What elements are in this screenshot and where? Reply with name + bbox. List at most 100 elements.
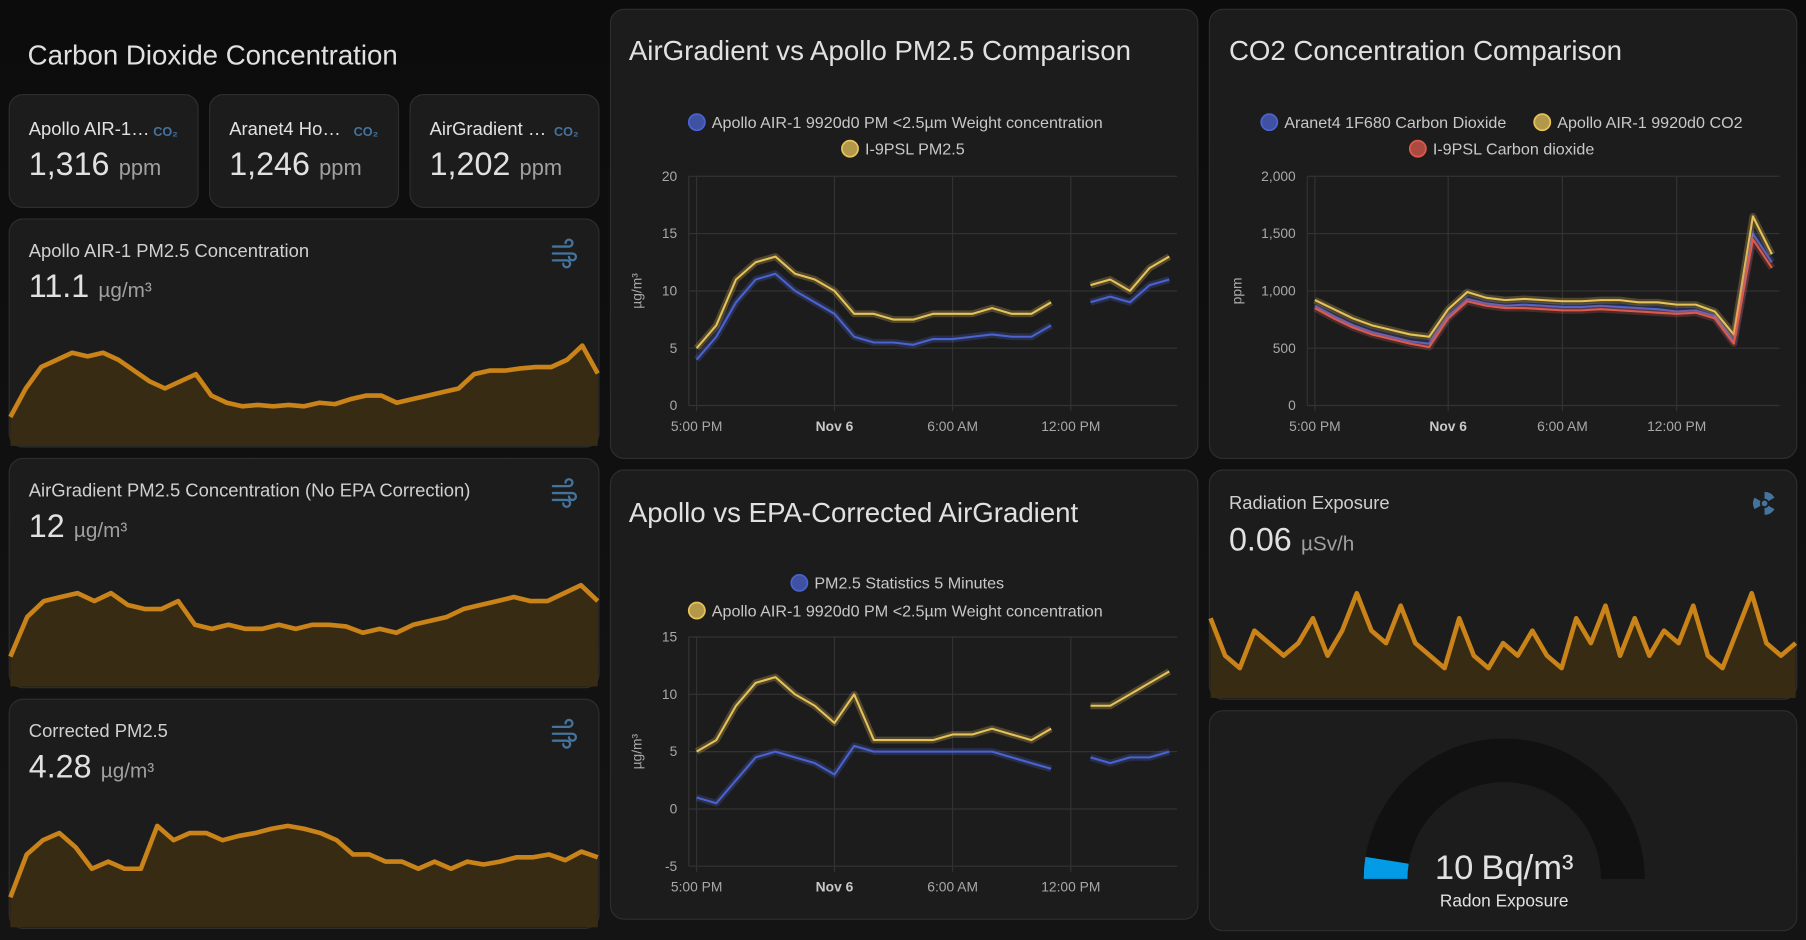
sparkline-line: [8, 582, 600, 658]
legend-label[interactable]: I-9PSL PM2.5: [865, 140, 965, 158]
y-axis-label: µg/m³: [629, 273, 645, 309]
series-line: [695, 255, 1170, 349]
state-unit: µg/m³: [74, 519, 127, 542]
y-tick-label: 0: [1288, 397, 1296, 413]
y-tick-label: 500: [1273, 340, 1296, 356]
y-tick-label: 0: [670, 397, 678, 413]
icon-stroke: [551, 252, 578, 262]
series-line: [1314, 232, 1773, 345]
gauge-value: [1363, 856, 1409, 879]
icon-wind: [551, 238, 578, 269]
icon-stroke: [551, 478, 574, 488]
state: 4.28 µg/m³: [29, 749, 154, 785]
state-unit: µg/m³: [101, 760, 154, 783]
legend-swatch[interactable]: [1260, 113, 1279, 132]
sparkline-line: [8, 823, 599, 899]
tile-name: Apollo AIR-1…: [29, 118, 150, 139]
x-tick-label: 12:00 PM: [1041, 879, 1100, 895]
y-tick-label: 10: [662, 686, 678, 702]
state-value: 1,316: [29, 146, 110, 182]
gauge-value-text: 10: [1435, 849, 1473, 887]
card[interactable]: [8, 93, 199, 208]
state-value: 1,246: [229, 146, 310, 182]
card[interactable]: [409, 93, 600, 208]
icon-part: [1764, 505, 1775, 515]
legend-swatch[interactable]: [1533, 113, 1552, 132]
icon-part: [1753, 497, 1761, 510]
tile-badge: CO₂: [554, 125, 579, 139]
legend-label[interactable]: Apollo AIR-1 9920d0 CO2: [1557, 114, 1742, 132]
sparkline-line: [1208, 590, 1798, 671]
y-tick-label: 20: [662, 168, 678, 184]
y-tick-label: 5: [670, 340, 678, 356]
icon-wind: [551, 478, 578, 508]
card[interactable]: [209, 93, 400, 208]
tile-badge: CO₂: [153, 125, 178, 139]
y-tick-label: 10: [662, 283, 678, 299]
sparkline-line: [8, 343, 600, 419]
icon-stroke: [551, 259, 572, 269]
legend-swatch[interactable]: [1408, 139, 1427, 158]
chart-title: CO2 Concentration Comparison: [1229, 35, 1622, 66]
card[interactable]: [1208, 710, 1798, 932]
legend-label[interactable]: Apollo AIR-1 9920d0 PM <2.5µm Weight con…: [712, 114, 1103, 132]
legend-swatch[interactable]: [687, 113, 706, 132]
y-tick-label: 1,000: [1261, 283, 1296, 299]
y-axis-label: ppm: [1229, 277, 1245, 304]
x-tick-label: 12:00 PM: [1647, 418, 1706, 434]
state-value: 1,202: [430, 146, 511, 182]
chart-title: AirGradient vs Apollo PM2.5 Comparison: [629, 35, 1131, 66]
state-unit: ppm: [520, 155, 563, 180]
legend-swatch[interactable]: [841, 139, 859, 158]
state-value: 0.06: [1229, 522, 1292, 558]
legend-swatch[interactable]: [687, 601, 706, 620]
state-value: 12: [29, 508, 65, 544]
icon-wind: [551, 718, 578, 749]
x-tick-label: 6:00 AM: [1537, 418, 1588, 434]
legend-swatch[interactable]: [790, 573, 809, 592]
y-tick-label: 5: [670, 743, 678, 759]
icon-part: [1764, 491, 1775, 502]
state-value: 11.1: [29, 268, 89, 304]
state: 0.06 µSv/h: [1229, 522, 1354, 558]
section-title: Carbon Dioxide Concentration: [28, 40, 398, 71]
gauge-unit: Bq/m³: [1481, 849, 1573, 887]
series-line: [1314, 215, 1773, 338]
gauge-label: Radon Exposure: [1440, 891, 1569, 911]
x-tick-label: Nov 6: [816, 879, 854, 895]
icon-stroke: [551, 739, 572, 749]
y-tick-label: -5: [665, 858, 678, 874]
card-title: Apollo AIR-1 PM2.5 Concentration: [29, 240, 309, 261]
series-line: [696, 670, 1170, 753]
state: 1,202 ppm: [430, 146, 562, 182]
chart-title: Apollo vs EPA-Corrected AirGradient: [629, 497, 1079, 528]
y-tick-label: 1,500: [1261, 225, 1296, 241]
legend-label[interactable]: I-9PSL Carbon dioxide: [1433, 140, 1595, 158]
series-line: [696, 744, 1170, 805]
icon-stroke: [551, 718, 574, 728]
x-tick-label: 12:00 PM: [1041, 418, 1100, 434]
icon-stroke: [551, 491, 578, 502]
x-tick-label: Nov 6: [1429, 418, 1467, 434]
state: 1,246 ppm: [229, 146, 361, 182]
x-tick-label: 6:00 AM: [927, 879, 978, 895]
gauge-state: 10 Bq/m³: [1435, 849, 1574, 887]
series-line: [1314, 238, 1773, 349]
legend-label[interactable]: Apollo AIR-1 9920d0 PM <2.5µm Weight con…: [712, 602, 1103, 620]
y-tick-label: 15: [662, 629, 678, 645]
y-tick-label: 0: [670, 801, 678, 817]
sparkline-fill: [10, 825, 598, 928]
icon-radiation: [1753, 491, 1775, 515]
y-tick-label: 15: [662, 225, 678, 241]
card-title: Corrected PM2.5: [29, 720, 168, 741]
gauge-track: [1363, 738, 1645, 879]
y-tick-label: 2,000: [1261, 168, 1296, 184]
x-tick-label: 5:00 PM: [671, 879, 722, 895]
legend-label[interactable]: Aranet4 1F680 Carbon Dioxide: [1284, 114, 1506, 132]
x-tick-label: 5:00 PM: [671, 418, 722, 434]
card-title: AirGradient PM2.5 Concentration (No EPA …: [29, 479, 471, 500]
legend-label[interactable]: PM2.5 Statistics 5 Minutes: [814, 575, 1004, 593]
icon-part: [1761, 500, 1768, 507]
tile-name: Aranet4 Ho…: [229, 118, 341, 139]
